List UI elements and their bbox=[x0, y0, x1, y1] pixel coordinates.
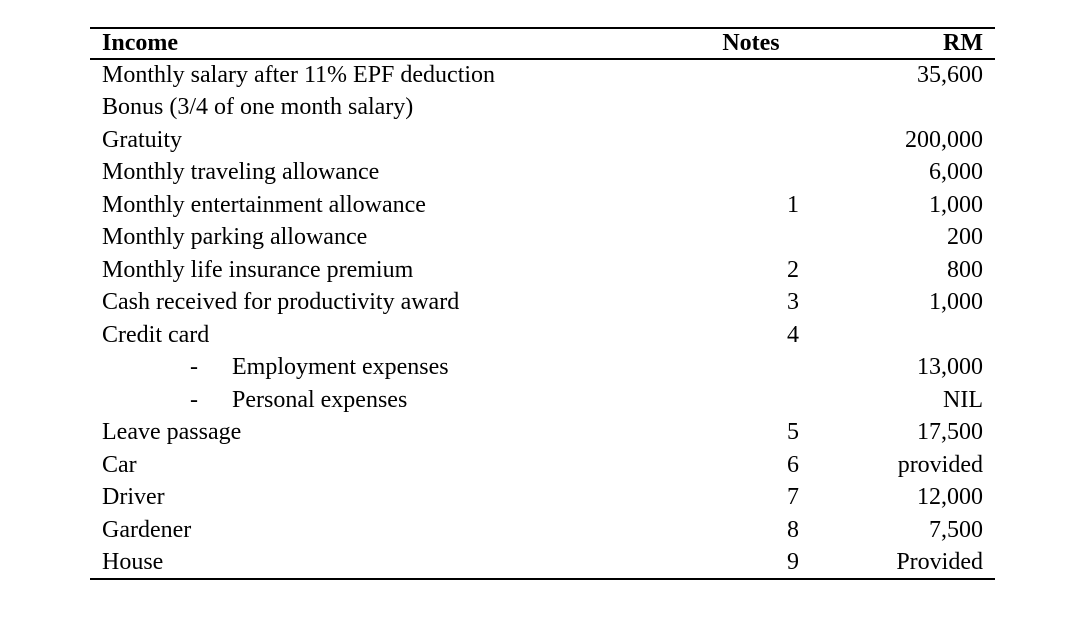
rm-cell bbox=[886, 92, 995, 125]
rm-cell: 1,000 bbox=[929, 289, 983, 316]
note-cell: 3 bbox=[787, 289, 799, 316]
rm-cell: Provided bbox=[896, 548, 983, 575]
table-row: Monthly parking allowance 200 bbox=[90, 222, 995, 255]
table-row: Bonus (3/4 of one month salary) bbox=[90, 92, 995, 125]
income-cell: Monthly entertainment allowance bbox=[102, 191, 426, 218]
sub-item-label: Employment expenses bbox=[232, 354, 449, 381]
rm-cell: 1,000 bbox=[929, 191, 983, 218]
note-cell: 6 bbox=[787, 451, 799, 478]
income-cell: Monthly traveling allowance bbox=[102, 159, 380, 186]
table-row: Driver 7 12,000 bbox=[90, 482, 995, 515]
table-body: Monthly salary after 11% EPF deduction 3… bbox=[90, 59, 995, 579]
table-row: Monthly salary after 11% EPF deduction 3… bbox=[90, 59, 995, 92]
table-row: Gardener 8 7,500 bbox=[90, 514, 995, 547]
table-row: Car 6 provided bbox=[90, 449, 995, 482]
rm-cell: NIL bbox=[943, 386, 983, 413]
rm-cell: 800 bbox=[947, 256, 983, 283]
table-row-sub-item: - Employment expenses 13,000 bbox=[90, 352, 995, 385]
income-cell: Cash received for productivity award bbox=[102, 289, 460, 316]
header-income: Income bbox=[90, 28, 700, 60]
rm-cell: 12,000 bbox=[917, 484, 983, 511]
income-cell: Gardener bbox=[102, 516, 192, 543]
note-cell bbox=[700, 352, 886, 385]
income-cell: Monthly parking allowance bbox=[102, 224, 368, 251]
rm-cell: 13,000 bbox=[917, 354, 983, 381]
table-row: Credit card 4 bbox=[90, 319, 995, 352]
note-cell: 2 bbox=[787, 256, 799, 283]
note-cell: 5 bbox=[787, 419, 799, 446]
table-row: House 9 Provided bbox=[90, 547, 995, 580]
note-cell: 1 bbox=[787, 191, 799, 218]
note-cell: 9 bbox=[787, 548, 799, 575]
table-row: Leave passage 5 17,500 bbox=[90, 417, 995, 450]
note-cell bbox=[700, 222, 886, 255]
rm-cell: provided bbox=[897, 451, 983, 478]
table-row: Monthly traveling allowance 6,000 bbox=[90, 157, 995, 190]
rm-cell: 200,000 bbox=[905, 126, 983, 153]
income-table: Income Notes RM Monthly salary after 11%… bbox=[90, 27, 995, 580]
income-cell: - Personal expenses bbox=[90, 384, 700, 417]
note-cell: 4 bbox=[787, 321, 799, 348]
rm-cell: 35,600 bbox=[917, 62, 983, 89]
table-row: Cash received for productivity award 3 1… bbox=[90, 287, 995, 320]
rm-cell: 7,500 bbox=[929, 516, 983, 543]
income-cell: - Employment expenses bbox=[90, 352, 700, 385]
dash-bullet: - bbox=[190, 386, 198, 413]
income-cell: Leave passage bbox=[102, 419, 242, 446]
header-rm: RM bbox=[886, 28, 995, 60]
income-cell: Monthly salary after 11% EPF deduction bbox=[102, 62, 496, 89]
income-cell: Bonus (3/4 of one month salary) bbox=[102, 94, 414, 121]
table-row: Monthly life insurance premium 2 800 bbox=[90, 254, 995, 287]
note-cell bbox=[700, 124, 886, 157]
income-cell: Driver bbox=[102, 484, 165, 511]
header-notes: Notes bbox=[700, 28, 886, 60]
income-cell: Gratuity bbox=[102, 126, 182, 153]
rm-cell: 200 bbox=[947, 224, 983, 251]
note-cell bbox=[700, 92, 886, 125]
note-cell bbox=[700, 59, 886, 92]
income-cell: Car bbox=[102, 451, 137, 478]
income-cell: Credit card bbox=[102, 321, 210, 348]
header-row: Income Notes RM bbox=[90, 28, 995, 60]
rm-cell: 17,500 bbox=[917, 419, 983, 446]
rm-cell bbox=[886, 319, 995, 352]
income-cell: House bbox=[102, 548, 164, 575]
note-cell: 8 bbox=[787, 516, 799, 543]
table-row: Gratuity 200,000 bbox=[90, 124, 995, 157]
note-cell bbox=[700, 157, 886, 190]
rm-cell: 6,000 bbox=[929, 159, 983, 186]
table-row: Monthly entertainment allowance 1 1,000 bbox=[90, 189, 995, 222]
table-header: Income Notes RM bbox=[90, 28, 995, 60]
note-cell: 7 bbox=[787, 484, 799, 511]
note-cell bbox=[700, 384, 886, 417]
dash-bullet: - bbox=[190, 354, 198, 381]
sub-item-label: Personal expenses bbox=[232, 386, 408, 413]
table-row-sub-item: - Personal expenses NIL bbox=[90, 384, 995, 417]
income-cell: Monthly life insurance premium bbox=[102, 256, 414, 283]
